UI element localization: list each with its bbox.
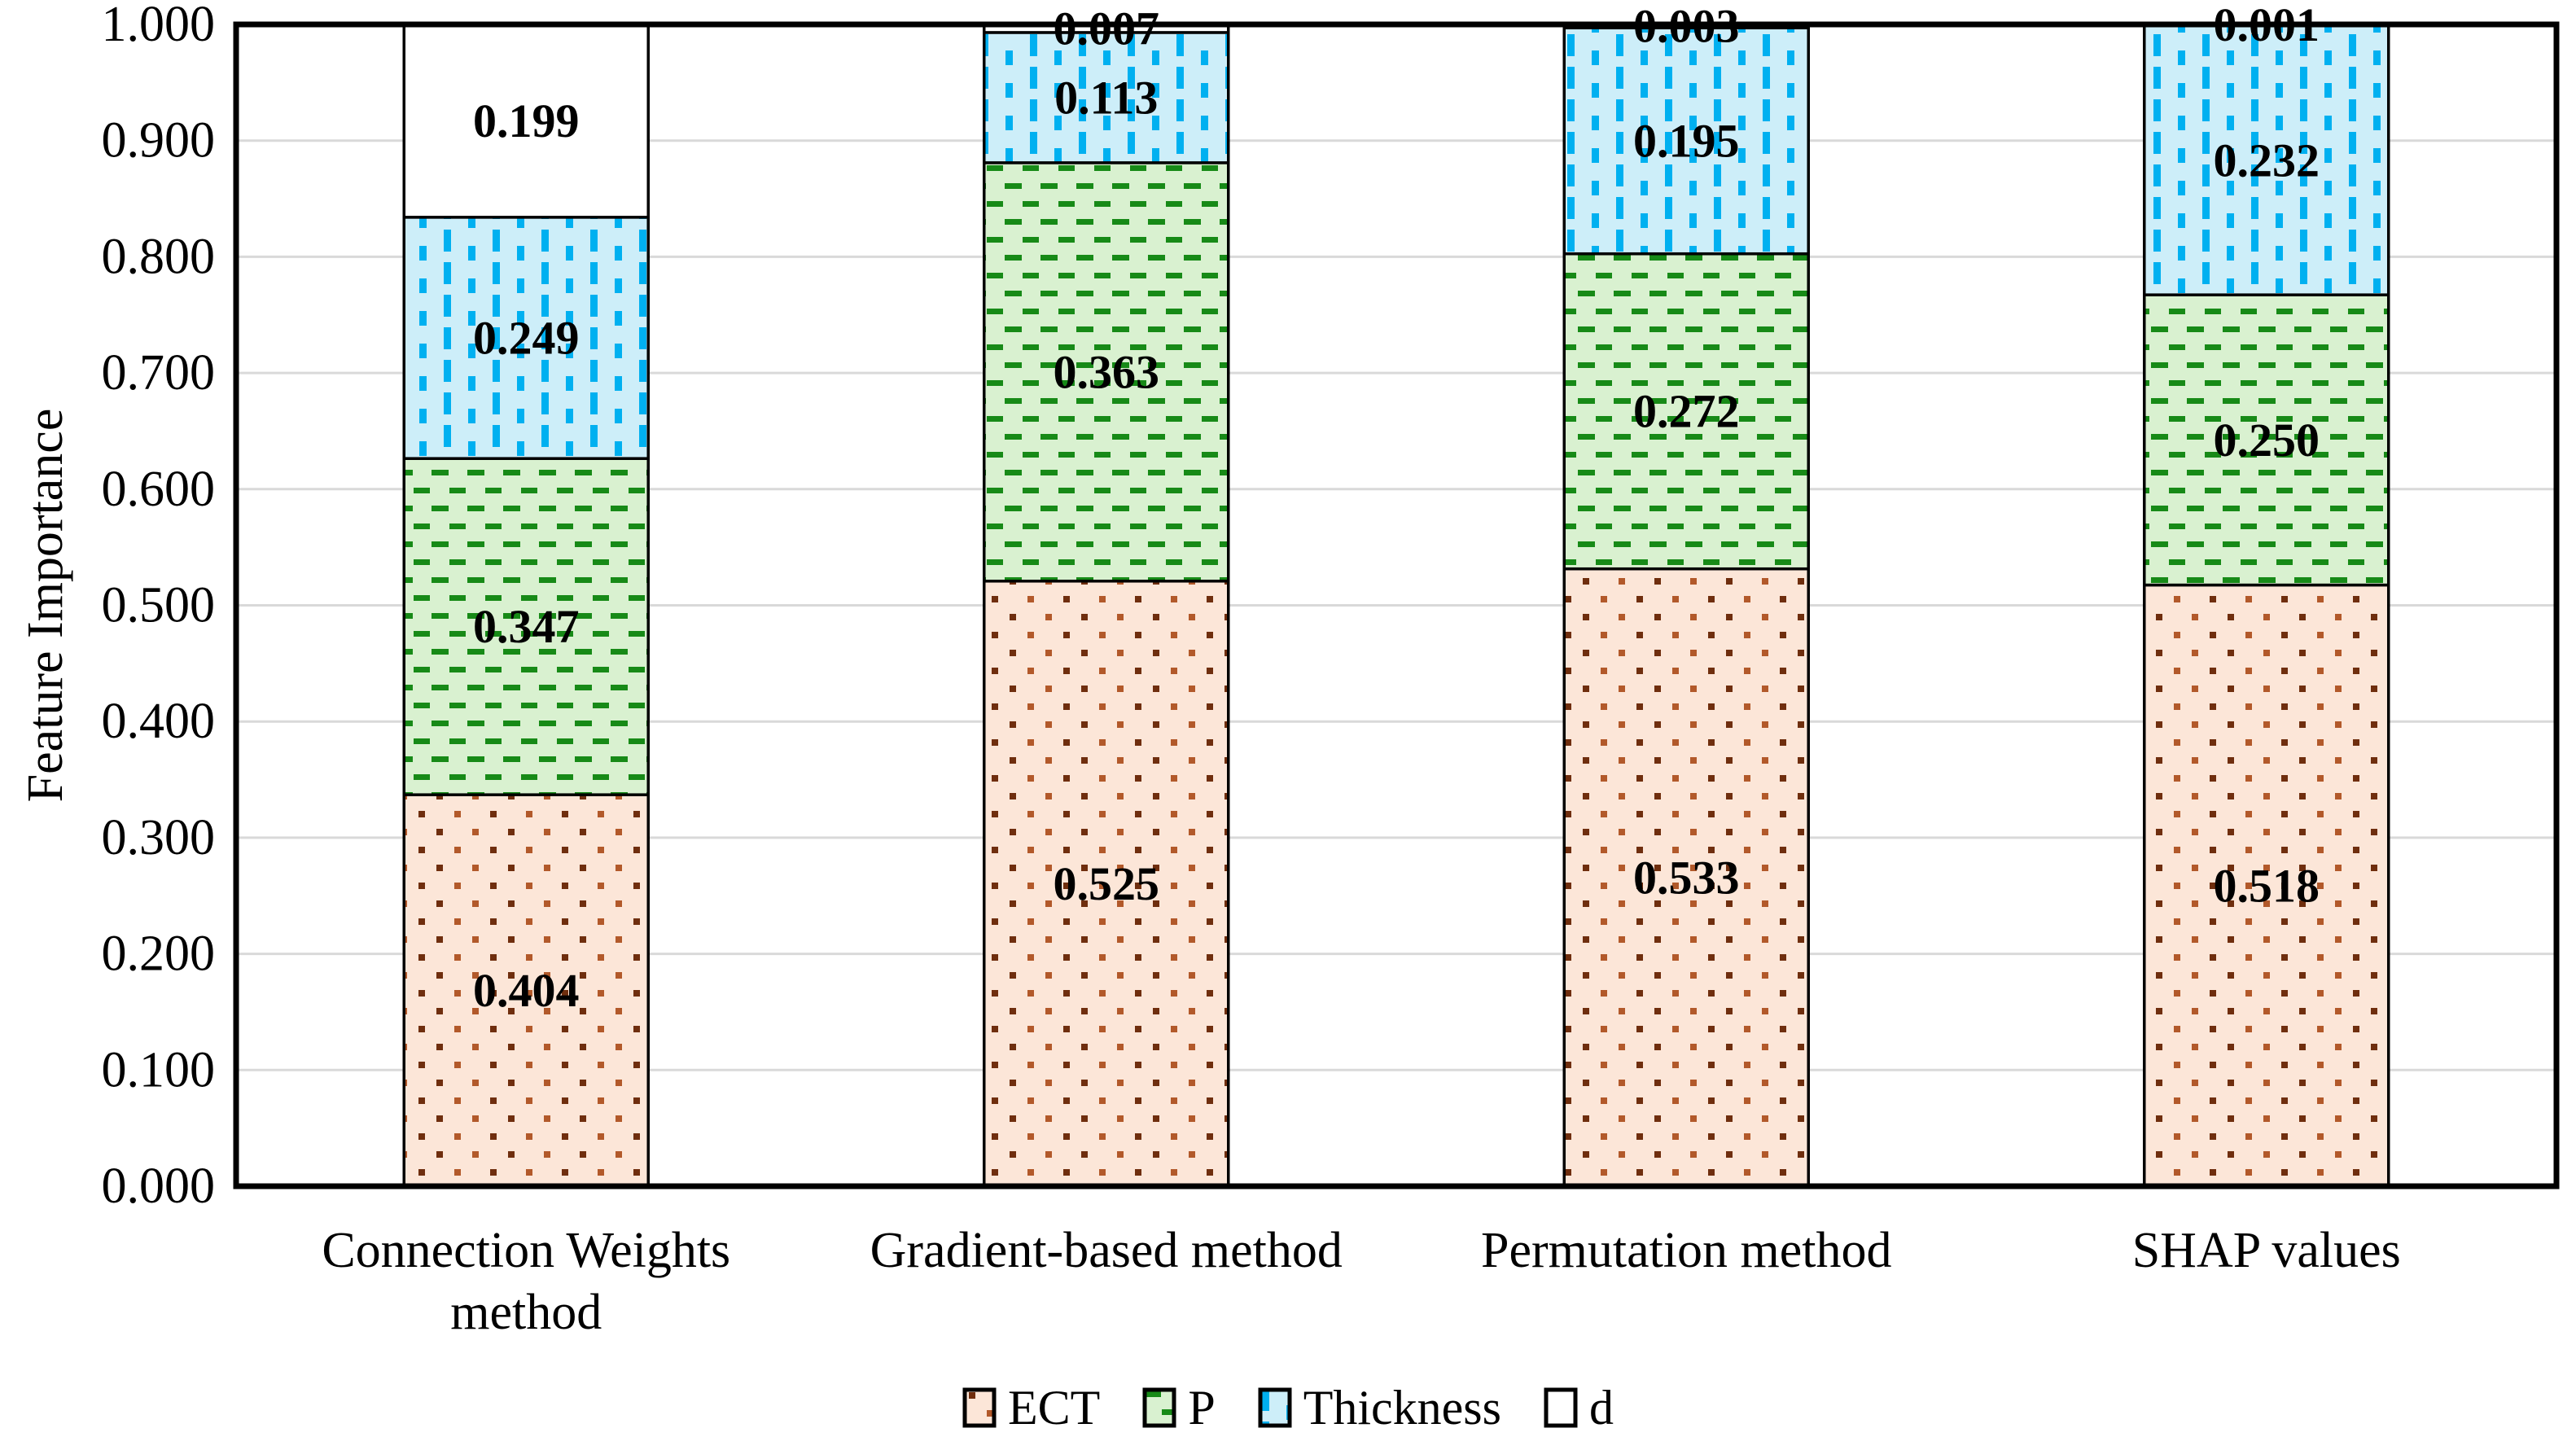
value-label-ect-1: 0.525 — [1054, 857, 1160, 910]
y-tick-label-0.600: 0.600 — [102, 462, 216, 517]
bar-segment-ect-0 — [402, 793, 650, 1188]
value-label-d-0: 0.199 — [473, 94, 580, 147]
legend-swatch-ect — [962, 1387, 997, 1428]
category-label-0-line-1: method — [450, 1285, 602, 1340]
bar-segment-ect-3 — [2143, 583, 2390, 1188]
legend-label-d: d — [1588, 1381, 1614, 1435]
value-label-d-3: 0.001 — [2214, 0, 2320, 51]
y-tick-label-0.300: 0.300 — [102, 810, 216, 865]
legend-swatch-d — [1544, 1387, 1578, 1428]
y-tick-label-0.000: 0.000 — [102, 1159, 216, 1214]
value-labels: 0.404 0.347 0.249 0.199 0.525 0.363 0.113 0.007… — [473, 0, 2320, 1017]
y-tick-label-0.100: 0.100 — [102, 1042, 216, 1097]
bar-segment-thickness-0 — [402, 216, 650, 460]
legend-item-thickness: Thickness — [1258, 1383, 1501, 1432]
value-label-thickness-0: 0.249 — [473, 312, 580, 365]
bar-segment-d-0 — [402, 23, 650, 219]
y-tick-label-0.900: 0.900 — [102, 113, 216, 169]
y-axis-tick-labels: 0.000 0.100 0.200 0.300 0.400 0.500 0.600 0.700… — [102, 0, 216, 1214]
legend-item-p: P — [1142, 1381, 1216, 1435]
value-label-ect-3: 0.518 — [2214, 859, 2320, 912]
value-label-thickness-1: 0.113 — [1054, 71, 1158, 124]
value-label-p-0: 0.347 — [473, 600, 580, 653]
bar-segment-p-2 — [1562, 252, 1810, 571]
legend-item-ect: ECT — [962, 1383, 1100, 1432]
y-tick-label-0.200: 0.200 — [102, 927, 216, 982]
category-label-0-line-0: Connection Weights — [322, 1223, 730, 1278]
plot-frame — [233, 21, 2560, 1189]
y-tick-label-1.000: 1.000 — [102, 0, 216, 52]
legend-label-ect: ECT — [1008, 1381, 1101, 1435]
bar-segment-p-0 — [402, 457, 650, 796]
legend-swatch-thickness — [1258, 1387, 1292, 1428]
legend: ECT P Thickness d — [0, 1379, 2576, 1436]
value-label-p-3: 0.250 — [2214, 414, 2320, 467]
bar-segment-thickness-2 — [1562, 26, 1810, 256]
bars — [402, 23, 2390, 1188]
value-label-ect-0: 0.404 — [473, 964, 580, 1017]
value-label-p-2: 0.272 — [1633, 385, 1740, 438]
value-label-d-2: 0.003 — [1633, 0, 1740, 53]
legend-label-p: P — [1188, 1381, 1216, 1435]
value-label-p-1: 0.363 — [1054, 345, 1160, 398]
y-tick-label-0.500: 0.500 — [102, 578, 216, 633]
y-tick-label-0.800: 0.800 — [102, 229, 216, 284]
value-label-ect-2: 0.533 — [1633, 851, 1740, 904]
value-label-d-1: 0.007 — [1054, 2, 1160, 55]
legend-swatch-p — [1142, 1387, 1176, 1428]
x-axis-category-labels: Connection Weights method Gradient-based m… — [322, 1223, 2400, 1340]
value-label-thickness-2: 0.195 — [1633, 114, 1740, 167]
legend-label-thickness: Thickness — [1303, 1381, 1501, 1435]
bar-segment-p-1 — [983, 161, 1230, 583]
value-label-thickness-3: 0.232 — [2214, 134, 2320, 186]
category-label-1-line-0: Gradient-based method — [870, 1223, 1343, 1278]
legend-item-d: d — [1544, 1383, 1614, 1432]
bar-segment-p-3 — [2143, 293, 2390, 587]
y-tick-label-0.400: 0.400 — [102, 694, 216, 749]
category-label-3-line-0: SHAP values — [2132, 1223, 2401, 1278]
category-label-2-line-0: Permutation method — [1481, 1223, 1892, 1278]
y-axis-title: Feature Importance — [18, 409, 73, 803]
y-tick-label-0.700: 0.700 — [102, 345, 216, 401]
